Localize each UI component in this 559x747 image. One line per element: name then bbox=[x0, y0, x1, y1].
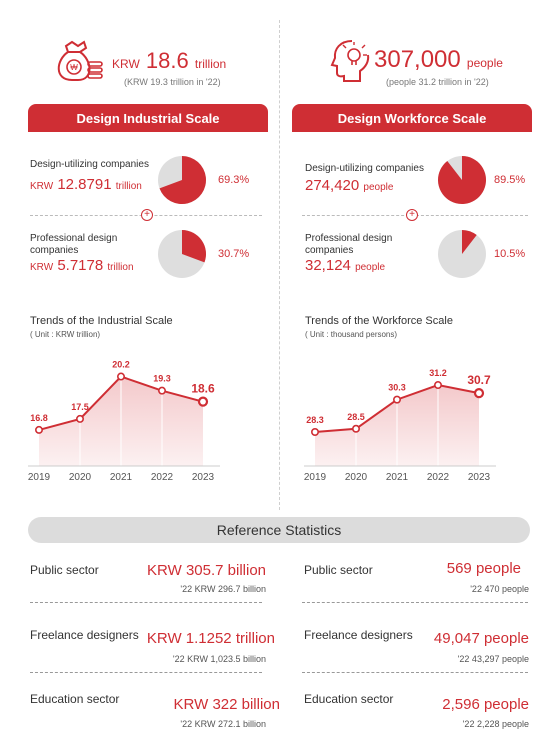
ref-right-value: 569 people bbox=[446, 560, 521, 577]
ref-left-value: KRW 305.7 billion bbox=[147, 562, 266, 579]
pie-slice bbox=[462, 230, 477, 254]
workforce-trend-chart: 28.3 2019 28.5 2020 30.3 2021 31.2 2022 30.7 2023 bbox=[304, 368, 496, 483]
left-item-value: KRW 5.7178 trillion bbox=[30, 257, 134, 274]
data-label: 19.3 bbox=[153, 374, 171, 384]
reference-title: Reference Statistics bbox=[28, 517, 530, 543]
left-pie-2 bbox=[158, 230, 207, 278]
ref-left-label: Public sector bbox=[30, 563, 99, 577]
x-tick-label: 2021 bbox=[110, 472, 133, 483]
left-pie-2-pct: 30.7% bbox=[218, 248, 250, 260]
tab-workforce-scale: Design Workforce Scale bbox=[292, 104, 532, 132]
industrial-total-prev: (KRW 19.3 trillion in '22) bbox=[124, 77, 221, 87]
tab-industrial-scale: Design Industrial Scale bbox=[28, 104, 268, 132]
workforce-trend-title: Trends of the Workforce Scale bbox=[305, 315, 453, 327]
workforce-total: 307,000 people bbox=[374, 46, 503, 73]
plus-icon: + bbox=[141, 209, 153, 221]
data-point bbox=[393, 395, 402, 404]
ref-right-label: Education sector bbox=[304, 692, 394, 706]
ref-left-prev: '22 KRW 1,023.5 billion bbox=[172, 654, 266, 664]
x-tick-label: 2021 bbox=[386, 472, 409, 483]
left-item-label-2: companies bbox=[30, 245, 79, 256]
right-pie-1-pct: 89.5% bbox=[494, 174, 526, 186]
plus-icon: + bbox=[406, 209, 418, 221]
data-label: 18.6 bbox=[191, 382, 215, 396]
ref-left-label: Freelance designers bbox=[30, 628, 139, 642]
svg-text:₩: ₩ bbox=[70, 63, 78, 72]
x-tick-label: 2019 bbox=[28, 472, 51, 483]
data-label: 16.8 bbox=[30, 413, 48, 423]
ref-left-value: KRW 1.1252 trillion bbox=[146, 630, 275, 647]
data-label: 30.7 bbox=[467, 373, 491, 387]
right-item-label-2: companies bbox=[305, 245, 354, 256]
industrial-trend-chart: 16.8 2019 17.5 2020 20.2 2021 19.3 2022 18.6 2023 bbox=[28, 360, 220, 483]
divider bbox=[30, 602, 262, 603]
data-point bbox=[75, 414, 84, 423]
data-label: 28.5 bbox=[347, 412, 365, 422]
divider bbox=[30, 672, 262, 673]
workforce-trend-unit: ( Unit : thousand persons) bbox=[305, 330, 398, 339]
center-divider bbox=[279, 20, 280, 510]
ref-right-prev: '22 470 people bbox=[470, 584, 529, 594]
x-tick-label: 2019 bbox=[304, 472, 327, 483]
ref-left-value: KRW 322 billion bbox=[173, 696, 280, 713]
data-point bbox=[311, 428, 320, 437]
right-item-label: Design-utilizing companies bbox=[305, 163, 424, 174]
data-label: 30.3 bbox=[388, 383, 406, 393]
right-pie-2 bbox=[438, 230, 486, 278]
x-tick-label: 2023 bbox=[192, 472, 215, 483]
ref-left-prev: '22 KRW 296.7 billion bbox=[180, 584, 266, 594]
data-label: 20.2 bbox=[112, 360, 130, 370]
data-label: 28.3 bbox=[306, 415, 324, 425]
pie-slice bbox=[159, 156, 206, 204]
data-label: 17.5 bbox=[71, 402, 89, 412]
money-bag-icon: ₩ bbox=[52, 38, 104, 84]
left-item-label: Design-utilizing companies bbox=[30, 159, 149, 170]
industrial-trend-title: Trends of the Industrial Scale bbox=[30, 315, 173, 327]
left-pie-1-pct: 69.3% bbox=[218, 174, 250, 186]
divider bbox=[302, 602, 528, 603]
data-point bbox=[158, 386, 167, 395]
data-point bbox=[473, 388, 485, 399]
data-label: 31.2 bbox=[429, 368, 447, 378]
left-pie-1 bbox=[158, 156, 206, 204]
industrial-trend-unit: ( Unit : KRW trillion) bbox=[30, 330, 101, 339]
data-point bbox=[197, 396, 209, 407]
lightbulb-head-icon bbox=[330, 33, 374, 83]
right-item-value: 32,124 people bbox=[305, 257, 386, 274]
pie-slice bbox=[182, 230, 207, 263]
ref-right-label: Freelance designers bbox=[304, 628, 413, 642]
ref-left-label: Education sector bbox=[30, 692, 120, 706]
data-point bbox=[35, 425, 44, 434]
x-tick-label: 2023 bbox=[468, 472, 491, 483]
right-pie-1 bbox=[438, 156, 487, 204]
left-item-value: KRW 12.8791 trillion bbox=[30, 176, 142, 193]
ref-right-value: 49,047 people bbox=[433, 630, 529, 647]
x-tick-label: 2022 bbox=[151, 472, 174, 483]
x-tick-label: 2020 bbox=[345, 472, 368, 483]
x-tick-label: 2020 bbox=[69, 472, 92, 483]
ref-right-prev: '22 43,297 people bbox=[457, 654, 529, 664]
ref-left-prev: '22 KRW 272.1 billion bbox=[180, 719, 266, 729]
pie-slice bbox=[438, 156, 487, 204]
tab-underline bbox=[28, 131, 268, 132]
data-point bbox=[351, 424, 360, 433]
data-point bbox=[434, 381, 443, 390]
ref-right-value: 2,596 people bbox=[442, 696, 529, 713]
data-point bbox=[117, 372, 126, 381]
workforce-total-prev: (people 31.2 trillion in '22) bbox=[386, 77, 489, 87]
ref-right-label: Public sector bbox=[304, 563, 373, 577]
industrial-total: KRW 18.6 trillion bbox=[112, 48, 227, 73]
x-tick-label: 2022 bbox=[427, 472, 450, 483]
right-item-label: Professional design bbox=[305, 233, 393, 244]
right-pie-2-pct: 10.5% bbox=[494, 248, 526, 260]
tab-underline bbox=[292, 131, 532, 132]
ref-right-prev: '22 2,228 people bbox=[462, 719, 529, 729]
divider bbox=[302, 672, 528, 673]
left-item-label: Professional design bbox=[30, 233, 118, 244]
right-item-value: 274,420 people bbox=[305, 177, 394, 194]
